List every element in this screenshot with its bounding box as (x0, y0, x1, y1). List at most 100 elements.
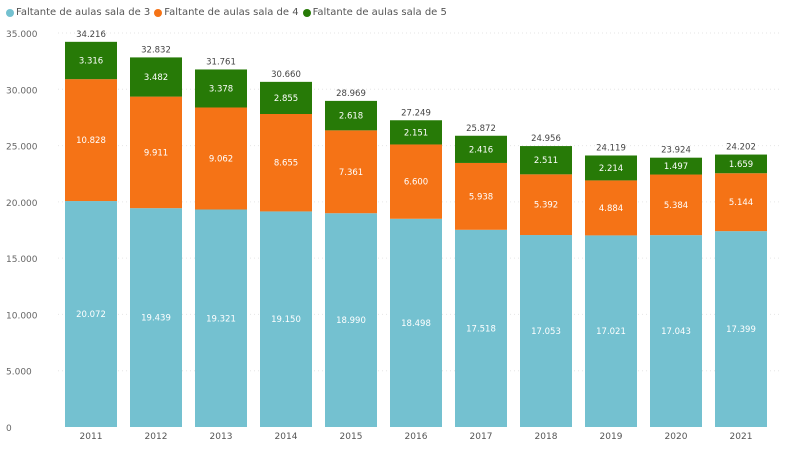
bar-segment (65, 79, 117, 202)
data-label: 2.511 (534, 156, 558, 166)
total-label: 30.660 (271, 70, 301, 80)
data-label: 2.618 (339, 112, 363, 122)
data-label: 1.659 (729, 160, 753, 170)
bar-segment (390, 120, 442, 145)
data-label: 19.439 (141, 314, 171, 324)
data-label: 3.482 (144, 73, 168, 83)
legend-item-sala-5[interactable]: Faltante de aulas sala de 5 (302, 7, 447, 18)
x-tick-label: 2015 (340, 432, 363, 442)
legend-label: Faltante de aulas sala de 5 (312, 7, 447, 18)
data-label: 6.600 (404, 178, 428, 188)
bar-segment (195, 107, 247, 210)
data-label: 20.072 (76, 310, 106, 320)
total-label: 28.969 (336, 89, 366, 99)
bar-segment (130, 96, 182, 209)
bar-segment (130, 57, 182, 97)
data-label: 2.855 (274, 94, 298, 104)
bar-segment (65, 201, 117, 427)
legend-marker (6, 8, 14, 17)
data-label: 17.518 (466, 324, 496, 334)
x-tick-label: 2016 (405, 432, 428, 442)
total-label: 24.956 (531, 134, 561, 144)
bar-segment (715, 231, 767, 427)
bar-segment (715, 154, 767, 174)
legend-label: Faltante de aulas sala de 3 (16, 7, 151, 18)
x-tick-label: 2011 (80, 432, 103, 442)
total-label: 25.872 (466, 124, 496, 134)
data-label: 5.392 (534, 201, 558, 211)
bar-segment (585, 180, 637, 236)
total-label: 27.249 (401, 108, 431, 118)
legend-item-sala-3[interactable]: Faltante de aulas sala de 3 (6, 7, 150, 18)
y-tick-label: 25.000 (6, 143, 38, 153)
data-label: 10.828 (76, 136, 106, 146)
bar-segment (520, 146, 572, 175)
data-label: 2.214 (599, 164, 623, 174)
bar-segment (325, 130, 377, 214)
y-tick-label: 15.000 (6, 255, 38, 265)
legend-marker (302, 8, 311, 17)
x-tick-label: 2013 (210, 432, 233, 442)
data-label: 7.361 (339, 168, 363, 178)
y-tick-label: 10.000 (6, 311, 38, 321)
bar-segment (390, 144, 442, 219)
legend-label: Faltante de aulas sala de 4 (164, 7, 299, 18)
legend-item-sala-4[interactable]: Faltante de aulas sala de 4 (154, 7, 299, 18)
bar-segment (455, 135, 507, 163)
data-label: 2.416 (469, 145, 493, 155)
bar-segment (650, 157, 702, 175)
x-tick-label: 2020 (665, 432, 688, 442)
bar-segment (260, 211, 312, 427)
y-tick-label: 35.000 (6, 30, 38, 40)
bar-segment (195, 209, 247, 427)
data-label: 4.884 (599, 204, 623, 214)
bar-segment (260, 113, 312, 212)
data-label: 17.053 (531, 327, 561, 337)
bar-segment (650, 235, 702, 427)
data-label: 5.384 (664, 201, 688, 211)
total-label: 31.761 (206, 57, 236, 67)
data-label: 17.043 (661, 327, 691, 337)
bar-segment (130, 208, 182, 427)
total-label: 32.832 (141, 45, 171, 55)
data-label: 3.316 (79, 56, 103, 66)
legend: Faltante de aulas sala de 3 Faltante de … (6, 7, 447, 18)
total-label: 34.216 (76, 30, 106, 40)
x-tick-label: 2021 (730, 432, 753, 442)
y-tick-label: 30.000 (6, 86, 38, 96)
bar-segment (195, 69, 247, 108)
bar-segment (390, 218, 442, 427)
x-tick-label: 2018 (535, 432, 558, 442)
data-label: 17.399 (726, 325, 756, 335)
bar-segment (650, 174, 702, 236)
y-tick-label: 20.000 (6, 199, 38, 209)
data-label: 9.062 (209, 154, 233, 164)
x-tick-label: 2017 (470, 432, 493, 442)
total-label: 24.202 (726, 143, 756, 153)
bar-segment (455, 162, 507, 230)
x-tick-label: 2012 (145, 432, 168, 442)
x-tick-label: 2014 (275, 432, 298, 442)
bar-segment (520, 174, 572, 236)
y-tick-label: 0 (6, 424, 12, 434)
total-label: 24.119 (596, 143, 626, 153)
bar-segment (715, 173, 767, 232)
data-label: 18.990 (336, 316, 366, 326)
data-label: 18.498 (401, 319, 431, 329)
total-label: 23.924 (661, 146, 691, 156)
bar-segment (325, 213, 377, 427)
bar-segment (260, 81, 312, 114)
data-label: 3.378 (209, 84, 233, 94)
data-label: 19.150 (271, 315, 301, 325)
bar-segment (325, 100, 377, 131)
y-tick-label: 5.000 (6, 368, 32, 378)
data-label: 1.497 (664, 162, 688, 172)
data-label: 5.938 (469, 192, 493, 202)
data-label: 19.321 (206, 314, 236, 324)
data-label: 8.655 (274, 159, 298, 169)
legend-marker (154, 8, 163, 17)
x-tick-label: 2019 (600, 432, 623, 442)
data-label: 2.151 (404, 128, 428, 138)
